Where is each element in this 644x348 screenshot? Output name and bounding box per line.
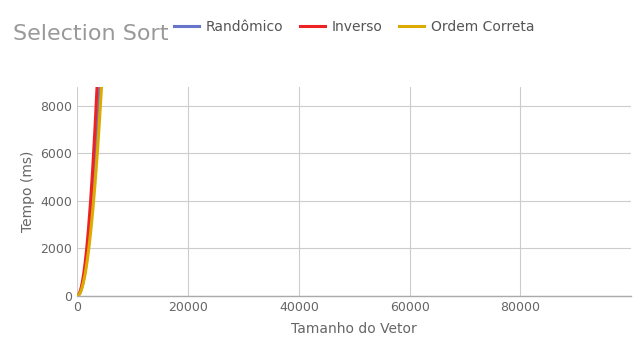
Line: Inverso: Inverso	[77, 0, 631, 296]
Inverso	[73, 294, 81, 298]
Line: Ordem Correta: Ordem Correta	[77, 0, 631, 296]
Text: Selection Sort: Selection Sort	[13, 24, 168, 44]
Randômico	[73, 294, 81, 298]
Ordem Correta	[73, 294, 81, 298]
Y-axis label: Tempo (ms): Tempo (ms)	[21, 151, 35, 232]
X-axis label: Tamanho do Vetor: Tamanho do Vetor	[291, 322, 417, 336]
Line: Randômico: Randômico	[77, 0, 631, 296]
Legend: Randômico, Inverso, Ordem Correta: Randômico, Inverso, Ordem Correta	[168, 15, 540, 40]
